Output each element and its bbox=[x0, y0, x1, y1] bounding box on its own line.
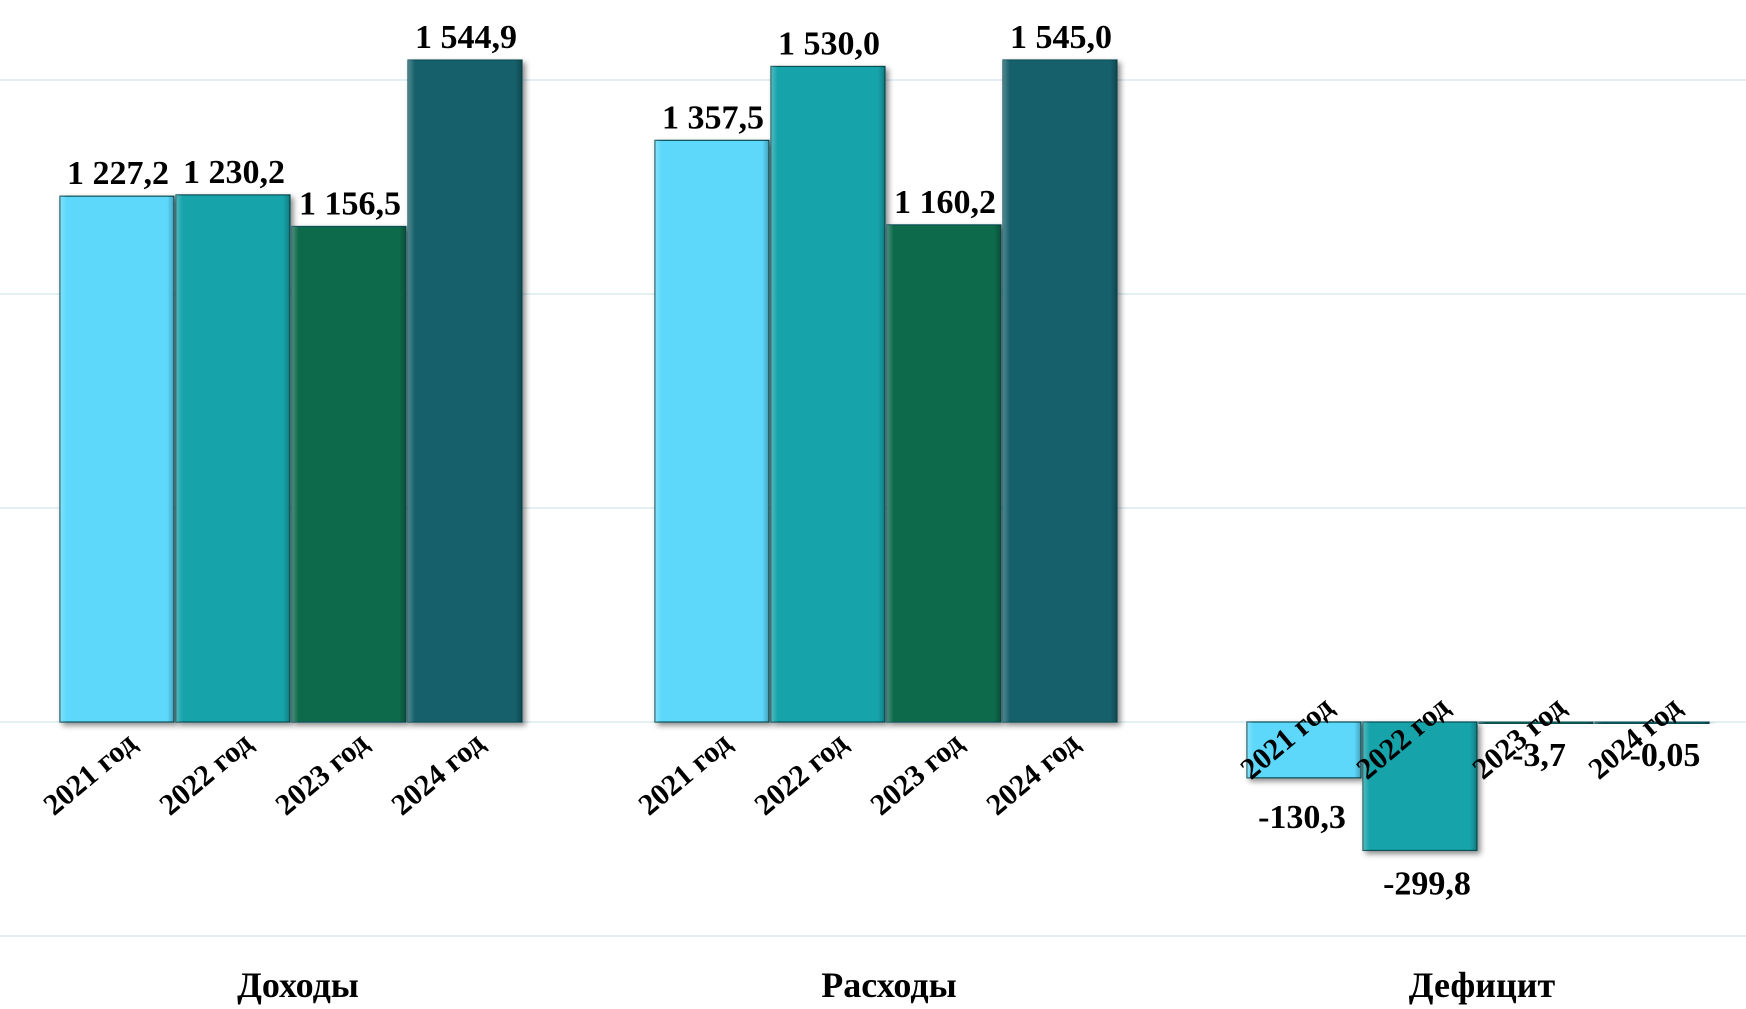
value-label: 1 156,5 bbox=[299, 185, 401, 222]
category-label: 2021 год bbox=[632, 726, 737, 822]
bar-bevel bbox=[1479, 722, 1593, 724]
bar-bevel bbox=[655, 140, 769, 722]
bar-bevel bbox=[1595, 722, 1709, 724]
value-label: 1 227,2 bbox=[67, 155, 169, 192]
bar-bevel bbox=[1363, 722, 1477, 851]
value-label: 1 160,2 bbox=[894, 184, 996, 221]
category-label: 2024 год bbox=[980, 726, 1085, 822]
bar-bevel bbox=[292, 226, 406, 722]
value-label: 1 545,0 bbox=[1010, 19, 1112, 56]
category-label: 2022 год bbox=[748, 726, 853, 822]
value-label: -0,05 bbox=[1630, 737, 1701, 774]
value-label: -299,8 bbox=[1383, 865, 1471, 902]
value-label: 1 544,9 bbox=[415, 19, 517, 56]
bar-bevel bbox=[176, 194, 290, 722]
value-label: 1 530,0 bbox=[778, 25, 880, 62]
value-label: 1 357,5 bbox=[662, 99, 764, 136]
bar-bevel bbox=[60, 196, 174, 723]
value-label: -130,3 bbox=[1258, 799, 1346, 836]
category-label: 2021 год bbox=[37, 726, 142, 822]
bar-bevel bbox=[887, 224, 1001, 722]
bar-bevel bbox=[408, 60, 522, 722]
value-label: 1 230,2 bbox=[183, 154, 285, 191]
category-label: 2024 год bbox=[385, 726, 490, 822]
group-label: Дефицит bbox=[1409, 965, 1556, 1005]
bars bbox=[59, 59, 1710, 852]
category-label: 2023 год bbox=[269, 726, 374, 822]
value-label: -3,7 bbox=[1512, 737, 1566, 774]
group-label: Расходы bbox=[821, 965, 956, 1005]
bar-bevel bbox=[1247, 722, 1361, 778]
category-label: 2023 год bbox=[864, 726, 969, 822]
bar-bevel bbox=[1003, 60, 1117, 722]
category-label: 2022 год bbox=[153, 726, 258, 822]
group-label: Доходы bbox=[237, 965, 359, 1005]
bar-bevel bbox=[771, 66, 885, 722]
